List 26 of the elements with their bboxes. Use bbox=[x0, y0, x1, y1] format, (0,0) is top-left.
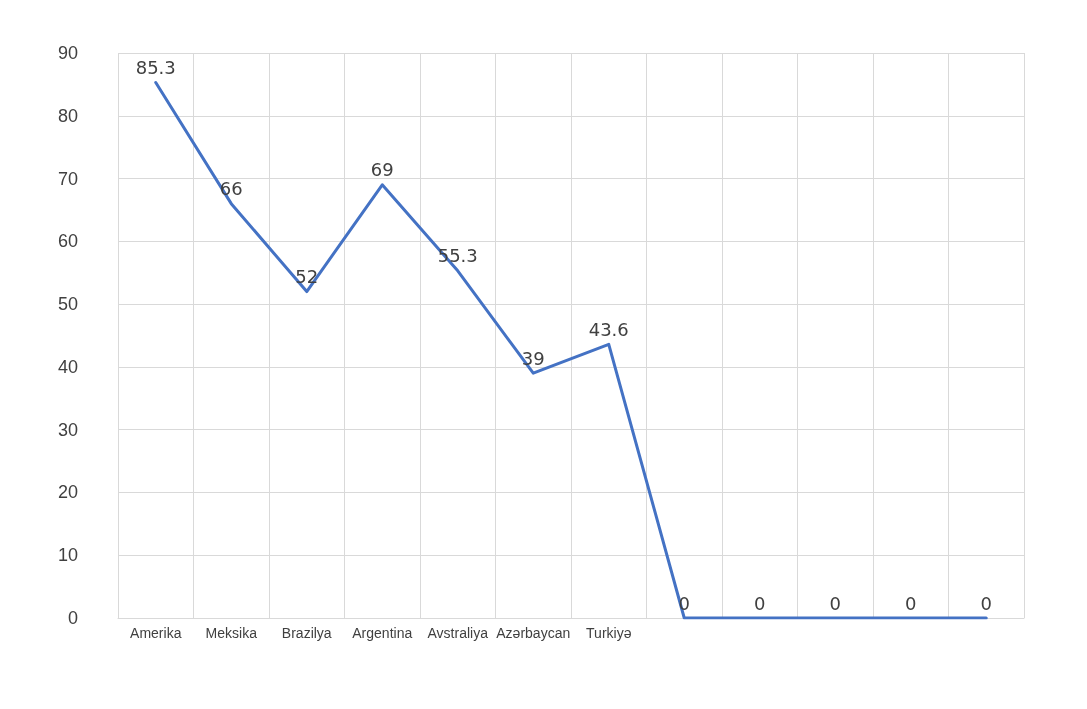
x-tick-label: Meksika bbox=[205, 625, 258, 641]
y-tick-label: 40 bbox=[57, 356, 78, 377]
x-tick-label: Turkiyə bbox=[586, 625, 632, 641]
y-tick-label: 20 bbox=[57, 482, 78, 503]
x-tick-label: Amerika bbox=[130, 625, 182, 641]
data-label: 0 bbox=[905, 592, 917, 614]
y-tick-label: 0 bbox=[67, 608, 78, 628]
data-label: 85.3 bbox=[135, 57, 176, 79]
y-tick-label: 80 bbox=[57, 105, 78, 126]
y-tick-label: 30 bbox=[57, 419, 78, 440]
y-tick-label: 70 bbox=[57, 168, 78, 189]
y-tick-label: 60 bbox=[57, 231, 78, 252]
data-label: 52 bbox=[295, 266, 319, 288]
data-label: 69 bbox=[370, 159, 394, 181]
x-tick-label: Brazilya bbox=[281, 625, 332, 641]
data-label: 43.6 bbox=[588, 318, 629, 340]
y-tick-label: 10 bbox=[57, 545, 78, 566]
data-label: 0 bbox=[754, 592, 766, 614]
y-tick-label: 90 bbox=[57, 43, 78, 63]
x-tick-label: Azərbaycan bbox=[496, 625, 571, 641]
y-tick-label: 50 bbox=[57, 294, 78, 315]
x-tick-label: Avstraliya bbox=[427, 625, 489, 641]
data-label: 0 bbox=[829, 592, 841, 614]
x-tick-label: Argentina bbox=[352, 625, 413, 641]
data-label: 39 bbox=[521, 347, 545, 369]
data-label: 0 bbox=[980, 592, 992, 614]
